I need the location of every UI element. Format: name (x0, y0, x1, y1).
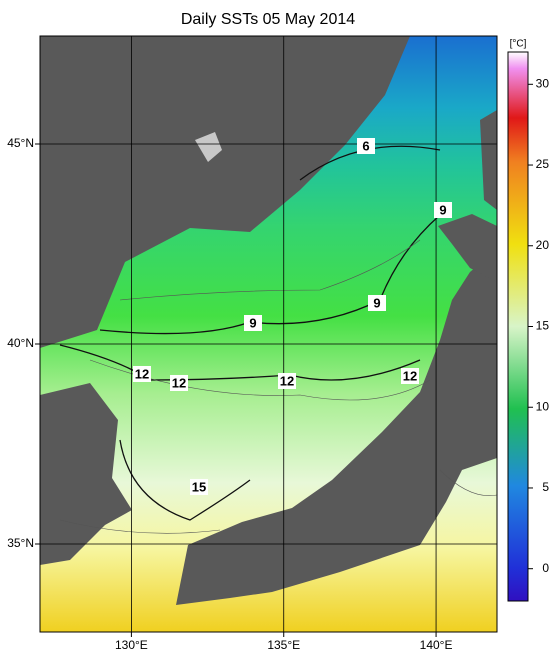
contour-label-bg (133, 366, 151, 382)
colorbar-tick-label: 15 (536, 319, 550, 333)
y-tick-label: 35°N (7, 536, 34, 550)
colorbar-tick-label: 30 (536, 76, 550, 90)
contour-label: 15 (192, 479, 206, 494)
lake (195, 132, 222, 162)
colorbar-tick-label: 25 (536, 157, 550, 171)
contour-label-bg (278, 373, 296, 389)
continent (40, 36, 410, 348)
contour-label-bg (368, 295, 386, 311)
x-tick-label: 135°E (267, 638, 300, 652)
contours (59, 145, 441, 521)
contour-label-bg (190, 479, 208, 495)
contour-label: 9 (249, 315, 256, 330)
contour-label: 12 (135, 366, 149, 381)
colorbar (507, 51, 529, 602)
contour-label: 12 (403, 368, 417, 383)
contour-label: 9 (439, 202, 446, 217)
map (40, 36, 497, 632)
x-tick-label: 130°E (115, 638, 148, 652)
y-tick-label: 45°N (7, 136, 34, 150)
plot-frame (39, 35, 498, 633)
contour-label: 6 (362, 138, 369, 153)
colorbar-tick-label: 10 (536, 399, 550, 413)
y-tick-label: 40°N (7, 336, 34, 350)
contour-label: 9 (373, 295, 380, 310)
colorbar-label: [°C] (510, 39, 527, 50)
hokkaido (438, 214, 497, 282)
contour-label: 12 (280, 373, 294, 388)
contour-label-bg (401, 368, 419, 384)
sakhalin (480, 110, 497, 210)
colorbar-tick-label: 20 (536, 238, 550, 252)
korea (40, 383, 132, 565)
contour-label-bg (170, 375, 188, 391)
colorbar-tick-label: 0 (542, 561, 549, 575)
contour-label-bg (434, 202, 452, 218)
contour-label-bg (357, 138, 375, 154)
chart-title: Daily SSTs 05 May 2014 (181, 11, 355, 28)
x-tick-label: 140°E (420, 638, 453, 652)
colorbar-tick-label: 5 (542, 480, 549, 494)
contour-label-bg (244, 315, 262, 331)
japan (176, 250, 497, 605)
contour-label: 12 (172, 375, 186, 390)
